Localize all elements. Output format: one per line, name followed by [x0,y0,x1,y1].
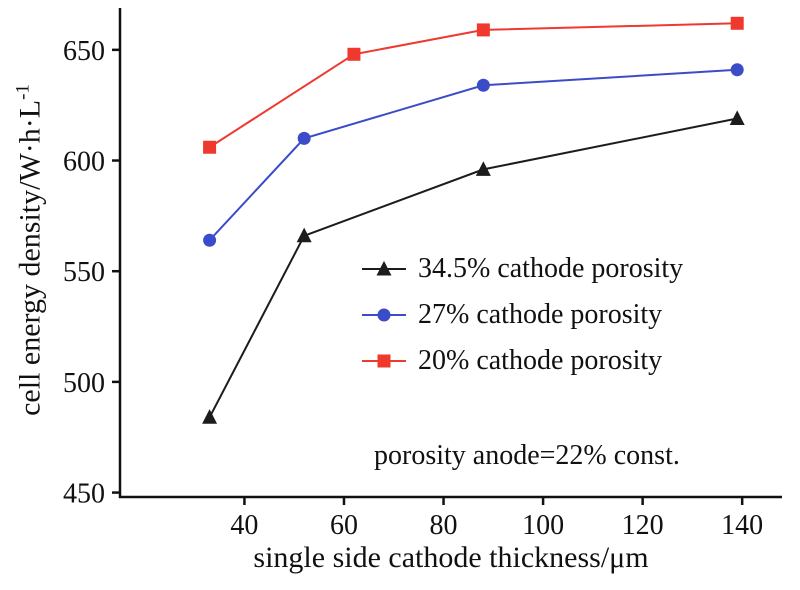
legend-label: 34.5% cathode porosity [418,253,684,284]
legend-item: 20% cathode porosity [360,338,683,384]
y-tick-label: 500 [63,368,105,399]
legend: 34.5% cathode porosity 27% cathode poros… [360,246,683,384]
x-tick-label: 120 [622,510,664,541]
x-tick-label: 60 [330,510,358,541]
tick-labels: 40 60 80 100 120 140 450 500 550 600 650 [63,36,763,541]
y-tick-label: 600 [63,147,105,178]
x-tick-label: 140 [721,510,763,541]
series-circle [203,63,744,247]
x-tick-label: 80 [430,510,458,541]
triangle-marker-icon [362,260,406,276]
y-axis-label-superscript: -1 [12,84,34,100]
annotation-text: porosity anode=22% const. [374,440,680,471]
x-axis-label: single side cathode thickness/μm [253,541,649,574]
y-tick-label: 650 [63,36,105,67]
square-marker-icon [362,354,406,368]
circle-marker-icon [362,308,406,322]
axes [112,8,782,505]
legend-item: 34.5% cathode porosity [360,246,683,292]
legend-label: 27% cathode porosity [418,299,663,330]
series-triangle [202,110,745,424]
legend-item: 27% cathode porosity [360,292,683,338]
x-tick-label: 40 [230,510,258,541]
y-tick-label: 450 [63,479,105,510]
y-tick-label: 550 [63,257,105,288]
legend-label: 20% cathode porosity [418,345,663,376]
series-square [203,16,744,154]
y-axis-label-text: cell energy density/W·h·L [13,99,47,416]
x-tick-label: 100 [522,510,564,541]
y-axis-label: cell energy density/W·h·L-1 [13,84,48,416]
